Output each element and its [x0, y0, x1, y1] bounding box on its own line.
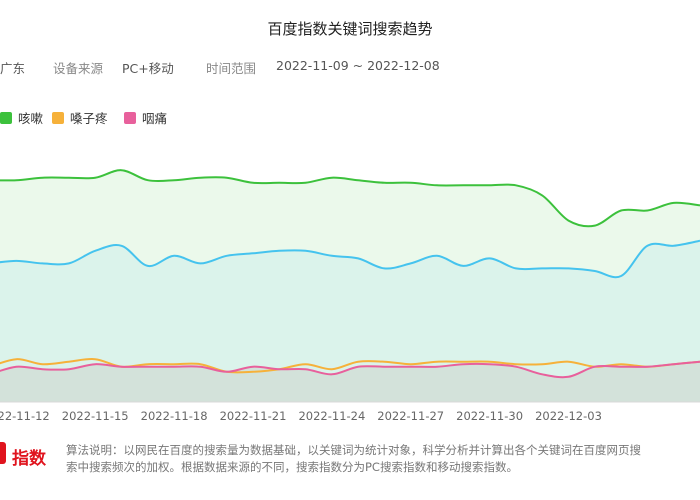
trend-chart: 2022-11-12 2022-11-15 2022-11-18 2022-11-21…	[0, 169, 700, 423]
x-tick-label: 2022-11-21	[220, 409, 287, 423]
range-value[interactable]: 2022-11-09 ~ 2022-12-08	[276, 58, 440, 73]
algorithm-description: 算法说明：以网民在百度的搜索量为数据基础，以关键词为统计对象，科学分析并计算出各…	[66, 442, 700, 476]
legend-label-itchy-throat: 嗓子疼	[70, 111, 108, 126]
footer: 指数 算法说明：以网民在百度的搜索量为数据基础，以关键词为统计对象，科学分析并计…	[0, 438, 700, 500]
legend-item-cough[interactable]: 咳嗽	[0, 108, 43, 127]
x-tick-label: 2022-11-12	[0, 409, 50, 423]
series-itchy-throat-line[interactable]	[0, 358, 700, 374]
device-value[interactable]: PC+移动	[122, 61, 174, 76]
index-logo: 指数	[12, 449, 46, 469]
legend-swatch-cough	[0, 112, 12, 124]
series-cough-area	[0, 170, 700, 402]
series-blue-line[interactable]	[0, 239, 700, 279]
legend-item-itchy-throat[interactable]: 嗓子疼	[52, 108, 108, 127]
baidu-logo-icon	[0, 442, 6, 464]
legend-item-sore-throat[interactable]: 咽痛	[124, 108, 167, 127]
chart-title: 百度指数关键词搜索趋势	[267, 20, 433, 38]
legend-label-sore-throat: 咽痛	[142, 111, 168, 126]
device-label: 设备来源	[53, 61, 104, 76]
description-line-1: 算法说明：以网民在百度的搜索量为数据基础，以关键词为统计对象，科学分析并计算出各…	[66, 443, 641, 457]
range-label: 时间范围	[206, 61, 257, 76]
x-tick-label: 2022-11-18	[141, 409, 208, 423]
region-value[interactable]: 广东	[0, 61, 26, 76]
x-tick-label: 2022-11-27	[377, 409, 444, 423]
legend-swatch-itchy-throat	[52, 112, 64, 124]
legend-swatch-sore-throat	[124, 112, 136, 124]
series-sore-throat-area	[0, 361, 700, 402]
series-cough-line[interactable]	[0, 169, 700, 228]
x-tick-label: 2022-11-24	[298, 409, 365, 423]
x-tick-label: 2022-12-03	[535, 409, 602, 423]
x-tick-label: 2022-11-15	[62, 409, 129, 423]
x-tick-label: 2022-11-30	[456, 409, 523, 423]
description-line-2: 索中搜索频次的加权。根据数据来源的不同，搜索指数分为PC搜索指数和移动搜索指数。	[66, 460, 518, 474]
series-sore-throat-line[interactable]	[0, 360, 700, 379]
series-blue-area	[0, 240, 700, 402]
legend-label-cough: 咳嗽	[18, 111, 44, 126]
